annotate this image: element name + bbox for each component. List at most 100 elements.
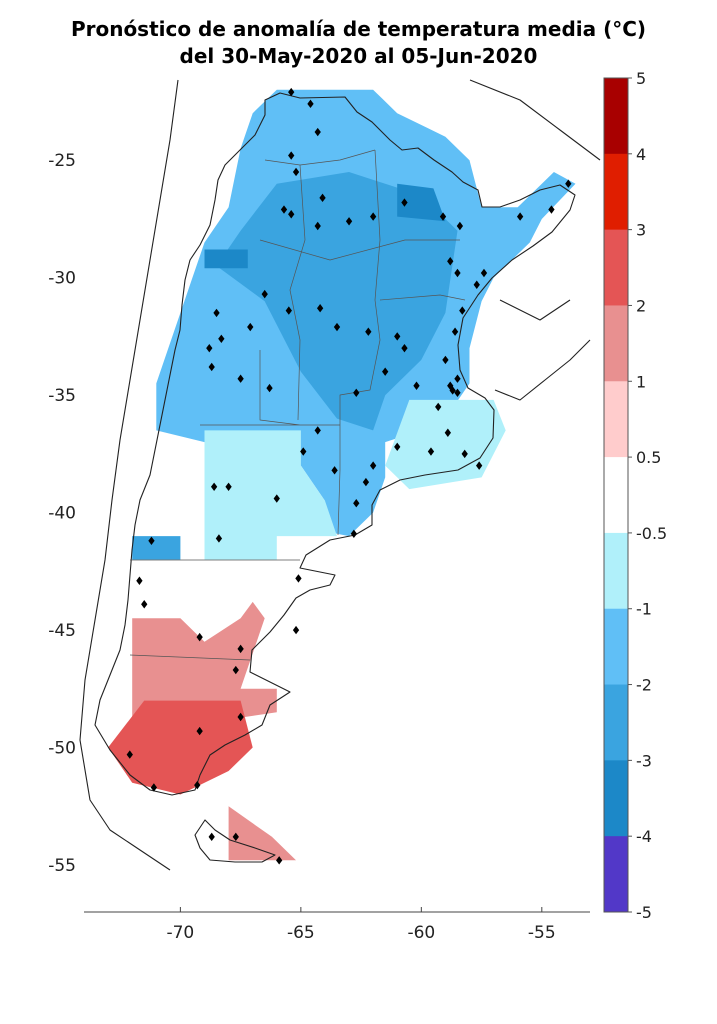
station-marker-39: [266, 383, 273, 393]
station-marker-48: [316, 304, 324, 313]
station-marker-74: [292, 625, 300, 635]
station-marker-36: [350, 529, 358, 538]
station-marker-69: [208, 832, 215, 842]
anomaly-region-7: [132, 601, 277, 720]
station-marker-23: [442, 355, 449, 365]
station-marker-10: [369, 212, 377, 221]
colorbar-label: -2: [636, 676, 652, 695]
colorbar-label: 3: [636, 221, 646, 240]
station-marker-13: [456, 221, 464, 231]
chile-coast: [79, 79, 179, 871]
station-marker-76: [331, 466, 338, 475]
station-marker-53: [382, 367, 389, 376]
station-marker-34: [362, 477, 370, 487]
y-tick-label: -45: [48, 621, 76, 641]
station-marker-19: [480, 268, 488, 278]
station-marker-11: [401, 198, 408, 207]
colorbar-label: -3: [636, 751, 652, 770]
station-marker-68: [194, 780, 201, 790]
station-marker-38: [300, 447, 307, 456]
station-marker-62: [196, 632, 203, 642]
anomaly-region-8: [228, 806, 296, 861]
station-marker-49: [333, 322, 341, 332]
colorbar-bin-0: [604, 78, 628, 155]
colorbar-label: -0.5: [636, 524, 667, 543]
station-marker-7: [288, 210, 295, 219]
station-marker-20: [473, 280, 480, 289]
station-marker-0: [288, 87, 295, 97]
station-marker-17: [447, 257, 454, 266]
station-marker-46: [261, 289, 268, 299]
station-marker-9: [345, 217, 353, 226]
station-marker-40: [237, 374, 244, 383]
colorbar-label: 5: [636, 69, 646, 88]
station-marker-52: [401, 343, 408, 353]
colorbar-label: 0.5: [636, 448, 661, 467]
station-marker-77: [369, 461, 377, 470]
station-marker-64: [237, 712, 244, 722]
station-marker-59: [148, 536, 155, 546]
colorbar-label: 1: [636, 372, 646, 391]
station-marker-50: [365, 327, 372, 336]
colorbar-bin-1: [604, 153, 628, 231]
colorbar-label: 4: [636, 145, 646, 164]
station-marker-67: [150, 783, 158, 792]
station-marker-1: [307, 99, 314, 109]
station-marker-58: [215, 534, 223, 543]
station-marker-66: [126, 750, 133, 759]
anomaly-region-9: [108, 700, 253, 795]
colorbar-label: -1: [636, 600, 652, 619]
station-marker-14: [516, 212, 524, 221]
anomaly-region-2: [397, 183, 446, 222]
station-marker-71: [276, 856, 283, 865]
anomaly-region-6: [132, 536, 181, 560]
station-marker-15: [548, 205, 555, 214]
colorbar-frame: [603, 77, 629, 913]
anomaly-region-1: [216, 172, 458, 431]
station-marker-60: [136, 576, 143, 585]
x-tick-label: -60: [407, 923, 435, 943]
station-marker-35: [353, 499, 360, 508]
station-marker-63: [237, 644, 244, 654]
station-marker-72: [273, 494, 280, 503]
colorbar-bin-10: [604, 836, 628, 913]
station-marker-44: [213, 308, 220, 318]
anomaly-layer: [108, 89, 576, 861]
station-marker-45: [247, 322, 254, 332]
station-marker-51: [394, 332, 401, 341]
station-marker-2: [314, 127, 321, 137]
station-marker-37: [314, 426, 321, 435]
colorbar-bin-6: [604, 532, 628, 610]
station-marker-56: [210, 482, 218, 491]
y-tick-label: -30: [48, 269, 76, 289]
coastline-outline: [79, 79, 601, 871]
station-marker-28: [435, 402, 442, 412]
station-marker-21: [459, 306, 466, 315]
station-marker-16: [565, 179, 572, 188]
station-marker-31: [476, 461, 483, 470]
colorbar-label: -5: [636, 903, 652, 922]
station-marker-8: [314, 221, 321, 231]
station-marker-65: [196, 726, 203, 736]
station-marker-42: [218, 334, 225, 343]
y-tick-label: -55: [48, 856, 76, 876]
colorbar-label: -4: [636, 827, 652, 846]
colorbar-bin-8: [604, 684, 628, 761]
station-marker-3: [288, 151, 295, 160]
colorbar-bin-9: [604, 760, 628, 837]
station-marker-41: [206, 343, 213, 353]
station-marker-75: [232, 665, 239, 675]
map-plot-area: [79, 79, 601, 871]
station-marker-55: [353, 388, 360, 398]
provincial-borders: [129, 149, 466, 661]
station-marker-27: [454, 388, 461, 398]
station-marker-18: [454, 268, 461, 278]
station-marker-54: [413, 381, 420, 390]
station-marker-57: [225, 482, 232, 491]
x-axis-ticks: -70 -65 -60 -55: [166, 907, 556, 943]
y-tick-label: -40: [48, 504, 76, 524]
colorbar: 5 4 3 2 1 0.5 -0.5 -1 -2 -3 -4 -5: [603, 69, 667, 922]
station-marker-22: [451, 327, 459, 336]
anomaly-region-4: [204, 430, 337, 560]
